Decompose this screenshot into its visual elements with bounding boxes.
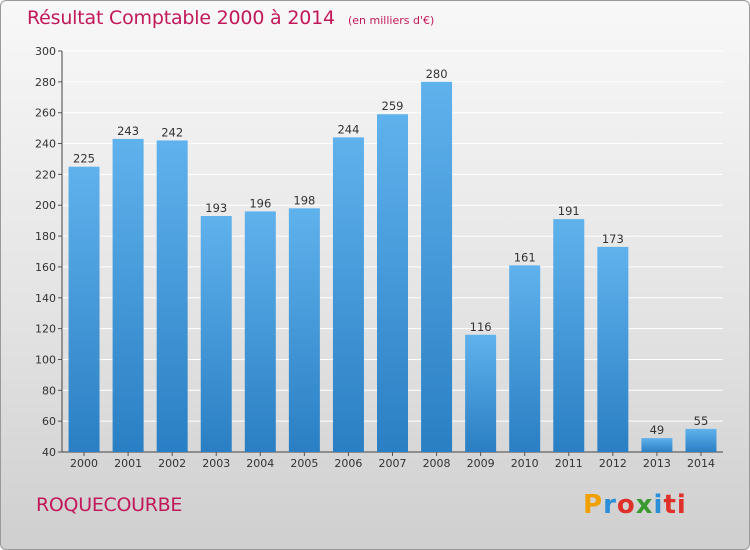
x-tick-label: 2005 xyxy=(290,457,318,470)
bar-value-label: 173 xyxy=(602,232,624,246)
bar xyxy=(332,137,364,452)
x-tick-label: 2004 xyxy=(246,457,274,470)
bar xyxy=(597,246,629,452)
bar xyxy=(156,140,188,452)
x-tick-label: 2014 xyxy=(687,457,715,470)
logo-letter: t xyxy=(663,490,677,520)
bar-value-label: 243 xyxy=(117,124,139,138)
logo-letter: r xyxy=(603,490,617,520)
chart-title-text: Résultat Comptable 2000 à 2014 xyxy=(27,7,335,29)
x-tick-label: 2000 xyxy=(70,457,98,470)
bar-value-label: 225 xyxy=(73,152,95,166)
bar xyxy=(465,334,497,452)
bar-value-label: 198 xyxy=(293,193,315,207)
bar xyxy=(685,428,717,452)
y-tick-label: 160 xyxy=(35,261,56,274)
proxiti-logo: Proxiti xyxy=(583,490,687,520)
y-tick-label: 80 xyxy=(42,384,56,397)
logo-letter: x xyxy=(635,490,654,520)
bar xyxy=(509,265,541,452)
logo-letter: P xyxy=(583,490,604,520)
x-tick-label: 2006 xyxy=(334,457,362,470)
bar-value-label: 193 xyxy=(205,201,227,215)
x-tick-label: 2010 xyxy=(511,457,539,470)
commune-name: ROQUECOURBE xyxy=(36,494,183,516)
x-tick-label: 2003 xyxy=(202,457,230,470)
bar xyxy=(200,216,232,452)
y-tick-label: 240 xyxy=(35,138,56,151)
bar xyxy=(112,138,144,452)
x-tick-label: 2008 xyxy=(423,457,451,470)
x-tick-label: 2009 xyxy=(467,457,495,470)
y-tick-label: 180 xyxy=(35,230,56,243)
y-tick-label: 220 xyxy=(35,168,56,181)
x-tick-label: 2011 xyxy=(555,457,583,470)
bar-value-label: 55 xyxy=(694,414,709,428)
x-tick-label: 2007 xyxy=(379,457,407,470)
logo-letter: i xyxy=(676,490,687,520)
bar-value-label: 161 xyxy=(514,250,536,264)
bar-value-label: 196 xyxy=(249,196,271,210)
y-tick-label: 100 xyxy=(35,353,56,366)
chart-unit-text: (en milliers d'€) xyxy=(347,14,435,27)
bar-value-label: 280 xyxy=(426,67,448,81)
logo-letter: o xyxy=(616,490,636,520)
bar-value-label: 244 xyxy=(337,122,359,136)
bar xyxy=(68,166,100,452)
logo-letter: i xyxy=(653,490,664,520)
bar-value-label: 116 xyxy=(470,320,492,334)
y-tick-label: 200 xyxy=(35,199,56,212)
bar-value-label: 242 xyxy=(161,125,183,139)
y-tick-label: 140 xyxy=(35,292,56,305)
bar xyxy=(641,438,673,452)
y-tick-label: 260 xyxy=(35,107,56,120)
y-tick-label: 280 xyxy=(35,76,56,89)
bar-value-label: 49 xyxy=(650,423,665,437)
chart-title: Résultat Comptable 2000 à 2014 (en milli… xyxy=(27,7,434,29)
bar xyxy=(377,114,408,452)
bar-value-label: 259 xyxy=(382,99,404,113)
bar xyxy=(288,208,320,452)
x-tick-label: 2001 xyxy=(114,457,142,470)
x-tick-label: 2002 xyxy=(158,457,186,470)
y-tick-label: 300 xyxy=(35,45,56,58)
bar xyxy=(421,81,453,452)
bar xyxy=(244,211,276,452)
bar xyxy=(553,219,585,452)
y-tick-label: 40 xyxy=(42,446,56,459)
x-tick-label: 2012 xyxy=(599,457,627,470)
y-tick-label: 120 xyxy=(35,323,56,336)
x-tick-label: 2013 xyxy=(643,457,671,470)
bar-value-label: 191 xyxy=(558,204,580,218)
y-tick-label: 60 xyxy=(42,415,56,428)
